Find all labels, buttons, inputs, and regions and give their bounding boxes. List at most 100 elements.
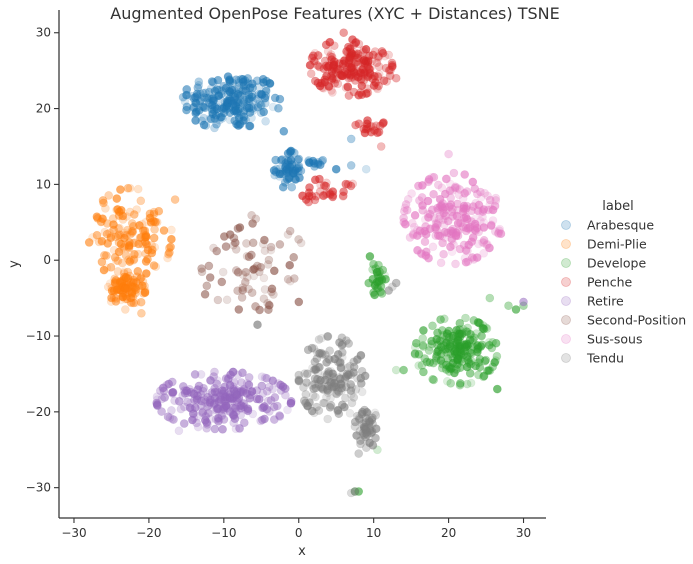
scatter-point — [267, 284, 277, 294]
scatter-point — [305, 398, 314, 407]
scatter-point — [418, 334, 428, 343]
scatter-point — [163, 412, 173, 422]
scatter-point — [410, 211, 420, 220]
scatter-point — [108, 214, 118, 223]
scatter-point — [463, 352, 472, 361]
scatter-point — [460, 342, 469, 352]
scatter-point — [179, 419, 189, 429]
scatter-point — [305, 60, 315, 70]
scatter-point — [359, 124, 369, 134]
scatter-point — [193, 385, 203, 394]
legend-label: Tendu — [586, 351, 624, 366]
scatter-point — [248, 219, 257, 228]
scatter-point — [244, 90, 254, 100]
scatter-point — [462, 362, 472, 372]
legend: label Arabesque Demi-Plie Develope Penche Re… — [561, 199, 686, 366]
scatter-point — [372, 58, 382, 68]
scatter-point — [337, 400, 347, 410]
scatter-point — [129, 222, 138, 231]
scatter-point — [261, 117, 270, 126]
scatter-point — [451, 358, 461, 368]
series-arabesque — [178, 72, 371, 192]
scatter-point — [111, 232, 121, 242]
scatter-point — [455, 379, 465, 388]
scatter-point — [381, 63, 391, 73]
scatter-point — [373, 72, 383, 81]
legend-marker — [561, 258, 571, 268]
scatter-point — [438, 238, 447, 248]
scatter-point — [458, 222, 468, 231]
scatter-point — [245, 393, 254, 403]
scatter-point — [92, 230, 102, 240]
scatter-point — [341, 83, 351, 92]
scatter-point — [233, 267, 243, 277]
scatter-point — [481, 323, 491, 332]
scatter-point — [472, 329, 481, 338]
scatter-point — [242, 239, 251, 248]
scatter-point — [439, 220, 449, 229]
scatter-point — [118, 215, 128, 224]
scatter-point — [185, 403, 195, 413]
scatter-point — [324, 369, 333, 378]
scatter-point — [321, 181, 331, 191]
legend-items: Arabesque Demi-Plie Develope Penche Retire Se… — [561, 218, 686, 366]
scatter-point — [248, 238, 258, 248]
scatter-point — [116, 239, 126, 249]
scatter-point — [260, 373, 270, 383]
scatter-point — [186, 398, 195, 408]
legend-item: Retire — [561, 294, 624, 309]
x-tick-label: 20 — [441, 526, 456, 540]
scatter-point — [294, 154, 304, 164]
scatter-point — [356, 379, 366, 388]
scatter-point — [470, 184, 480, 193]
scatter-point — [189, 93, 199, 103]
scatter-point — [114, 238, 124, 247]
scatter-point — [485, 293, 495, 303]
scatter-point — [167, 234, 176, 244]
scatter-point — [353, 49, 363, 59]
scatter-point — [294, 297, 304, 307]
scatter-point — [102, 219, 112, 228]
scatter-point — [238, 368, 247, 378]
scatter-point — [363, 409, 373, 419]
scatter-point — [135, 221, 144, 230]
scatter-point — [409, 222, 419, 232]
scatter-point — [379, 76, 389, 85]
scatter-point — [145, 213, 155, 223]
legend-item: Demi-Plie — [561, 237, 647, 252]
scatter-point — [167, 406, 176, 415]
scatter-point — [204, 87, 214, 97]
scatter-point — [233, 89, 243, 99]
scatter-point — [370, 47, 380, 56]
scatter-point — [414, 349, 424, 359]
scatter-point — [141, 257, 151, 266]
scatter-point — [347, 48, 357, 58]
scatter-point — [420, 237, 430, 246]
scatter-point — [380, 51, 390, 61]
scatter-point — [233, 224, 243, 233]
scatter-point — [361, 425, 370, 434]
scatter-point — [301, 390, 311, 399]
legend-label: Penche — [587, 275, 633, 290]
scatter-point — [112, 194, 122, 203]
scatter-point — [335, 59, 344, 68]
scatter-point — [238, 283, 248, 292]
scatter-point — [449, 240, 458, 249]
scatter-point — [437, 183, 447, 193]
scatter-point — [444, 333, 454, 342]
scatter-point — [289, 148, 299, 158]
scatter-point — [118, 292, 127, 302]
scatter-point — [102, 263, 112, 273]
scatter-point — [237, 293, 247, 302]
scatter-point — [98, 196, 108, 205]
scatter-point — [351, 38, 361, 47]
scatter-point — [201, 88, 210, 98]
scatter-point — [122, 231, 131, 240]
scatter-point — [228, 367, 238, 377]
scatter-point — [400, 203, 410, 213]
legend-item: Tendu — [561, 351, 624, 366]
scatter-point — [234, 305, 244, 314]
scatter-point — [362, 119, 372, 129]
scatter-point — [280, 178, 290, 187]
scatter-point — [452, 347, 462, 357]
